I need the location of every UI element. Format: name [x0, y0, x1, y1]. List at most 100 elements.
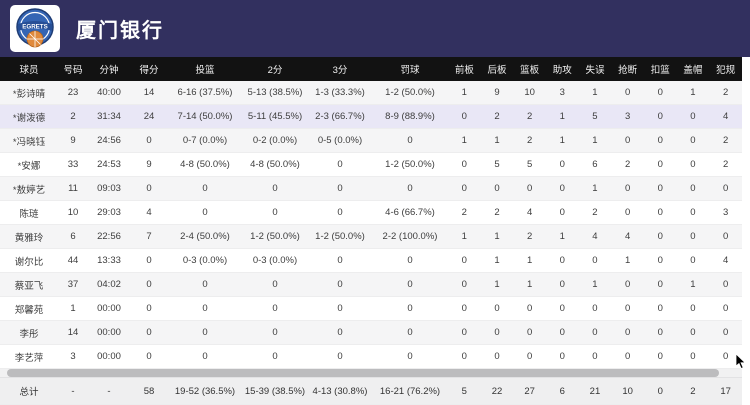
cell-field-goals: 0 — [168, 320, 242, 345]
cell-steals: 0 — [611, 344, 644, 369]
cell-assists: 0 — [545, 248, 579, 273]
cell-player-name: 陈琏 — [0, 200, 58, 225]
cell-def-rebounds: 0 — [480, 344, 514, 369]
cell-jersey-number: 11 — [58, 176, 88, 201]
cell-fouls: 0 — [709, 272, 742, 297]
cell-two-pointers: 5-11 (45.5%) — [242, 104, 308, 129]
cell-dunks: 0 — [643, 296, 677, 321]
cell-turnovers: 4 — [578, 224, 612, 249]
col-header-points: 得分 — [130, 57, 168, 81]
total-player-name: 总计 — [0, 377, 58, 405]
cell-fouls: 3 — [709, 200, 742, 225]
cell-jersey-number: 23 — [58, 81, 88, 105]
cell-points: 14 — [130, 81, 168, 105]
cell-points: 0 — [130, 272, 168, 297]
cell-off-rebounds: 2 — [448, 200, 481, 225]
cell-fouls: 2 — [709, 152, 742, 177]
col-header-blocks: 盖帽 — [676, 57, 710, 81]
cell-steals: 0 — [611, 272, 644, 297]
col-header-rebounds: 篮板 — [513, 57, 546, 81]
cell-fouls: 0 — [709, 224, 742, 249]
player-row: *安娜 33 24:53 9 4-8 (50.0%) 4-8 (50.0%) 0 1-2 (5… — [0, 152, 742, 177]
cell-jersey-number: 10 — [58, 200, 88, 225]
cell-steals: 0 — [611, 296, 644, 321]
cell-free-throws: 4-6 (66.7%) — [372, 200, 448, 225]
player-row: *谢泼德 2 31:34 24 7-14 (50.0%) 5-11 (45.5%) 2-3 … — [0, 104, 742, 129]
total-field-goals: 19-52 (36.5%) — [168, 377, 242, 405]
cell-turnovers: 1 — [578, 176, 612, 201]
team-logo-badge-icon: EGRETS — [16, 8, 54, 48]
cell-three-pointers: 0 — [308, 320, 372, 345]
cell-three-pointers: 0 — [308, 200, 372, 225]
cell-three-pointers: 1-3 (33.3%) — [308, 81, 372, 105]
cell-dunks: 0 — [643, 176, 677, 201]
horizontal-scrollbar-track[interactable] — [0, 369, 742, 377]
cell-blocks: 0 — [676, 296, 710, 321]
cell-steals: 3 — [611, 104, 644, 129]
cell-def-rebounds: 1 — [480, 272, 514, 297]
cell-player-name: *安娜 — [0, 152, 58, 177]
total-two-pointers: 15-39 (38.5%) — [242, 377, 308, 405]
cell-dunks: 0 — [643, 128, 677, 153]
cell-blocks: 0 — [676, 152, 710, 177]
cell-minutes: 13:33 — [88, 248, 130, 273]
cell-assists: 1 — [545, 224, 579, 249]
col-header-fouls: 犯规 — [709, 57, 742, 81]
cell-dunks: 0 — [643, 200, 677, 225]
cell-field-goals: 0 — [168, 176, 242, 201]
cell-steals: 2 — [611, 152, 644, 177]
cell-blocks: 0 — [676, 104, 710, 129]
cell-free-throws: 0 — [372, 296, 448, 321]
player-row: *彭诗晴 23 40:00 14 6-16 (37.5%) 5-13 (38.5%) 1-3… — [0, 81, 742, 105]
cell-jersey-number: 1 — [58, 296, 88, 321]
col-header-steals: 抢断 — [611, 57, 644, 81]
player-row: 谢尔比 44 13:33 0 0-3 (0.0%) 0-3 (0.0%) 0 0 0 1 1 0 0 1 0… — [0, 248, 742, 273]
cell-assists: 0 — [545, 176, 579, 201]
cell-assists: 0 — [545, 152, 579, 177]
player-row: 郑馨苑 1 00:00 0 0 0 0 0 0 0 0 0 0 0 0 0 0 — [0, 296, 742, 321]
cell-def-rebounds: 0 — [480, 296, 514, 321]
cell-rebounds: 1 — [513, 272, 546, 297]
cell-dunks: 0 — [643, 320, 677, 345]
cell-two-pointers: 5-13 (38.5%) — [242, 81, 308, 105]
cell-player-name: *冯晓钰 — [0, 128, 58, 153]
cell-off-rebounds: 0 — [448, 320, 481, 345]
cell-steals: 0 — [611, 128, 644, 153]
cell-def-rebounds: 0 — [480, 176, 514, 201]
col-header-off-rebounds: 前板 — [448, 57, 481, 81]
player-row: 李艺萍 3 00:00 0 0 0 0 0 0 0 0 0 0 0 0 0 0 — [0, 344, 742, 369]
col-header-dunks: 扣篮 — [643, 57, 677, 81]
horizontal-scrollbar-thumb[interactable] — [7, 369, 719, 377]
cell-assists: 1 — [545, 104, 579, 129]
cell-free-throws: 0 — [372, 320, 448, 345]
cell-rebounds: 2 — [513, 128, 546, 153]
total-def-rebounds: 22 — [480, 377, 514, 405]
cell-dunks: 0 — [643, 248, 677, 273]
cell-turnovers: 0 — [578, 344, 612, 369]
total-turnovers: 21 — [578, 377, 612, 405]
cell-three-pointers: 2-3 (66.7%) — [308, 104, 372, 129]
cell-player-name: 李彤 — [0, 320, 58, 345]
cell-two-pointers: 4-8 (50.0%) — [242, 152, 308, 177]
cell-blocks: 1 — [676, 81, 710, 105]
cell-steals: 0 — [611, 200, 644, 225]
cell-steals: 0 — [611, 176, 644, 201]
cell-assists: 1 — [545, 128, 579, 153]
cell-free-throws: 8-9 (88.9%) — [372, 104, 448, 129]
cell-rebounds: 1 — [513, 248, 546, 273]
cell-def-rebounds: 1 — [480, 248, 514, 273]
cell-free-throws: 0 — [372, 248, 448, 273]
cell-field-goals: 0-3 (0.0%) — [168, 248, 242, 273]
cell-def-rebounds: 2 — [480, 104, 514, 129]
total-rebounds: 27 — [513, 377, 546, 405]
cell-off-rebounds: 0 — [448, 176, 481, 201]
cell-field-goals: 7-14 (50.0%) — [168, 104, 242, 129]
cell-def-rebounds: 5 — [480, 152, 514, 177]
col-header-field-goals: 投篮 — [168, 57, 242, 81]
total-points: 58 — [130, 377, 168, 405]
cell-field-goals: 4-8 (50.0%) — [168, 152, 242, 177]
cell-turnovers: 1 — [578, 272, 612, 297]
cell-two-pointers: 0-2 (0.0%) — [242, 128, 308, 153]
cell-two-pointers: 0 — [242, 296, 308, 321]
